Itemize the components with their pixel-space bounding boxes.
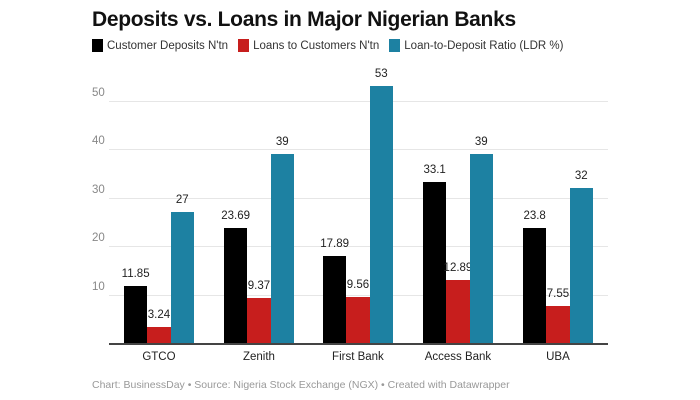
- bar-zenith-series-2: [270, 153, 294, 343]
- legend-swatch-loans: [238, 39, 250, 52]
- bar-value-label: 12.89: [443, 262, 473, 275]
- legend-label-loans: Loans to Customers N'tn: [253, 39, 380, 52]
- bar-zenith-series-1: [247, 297, 271, 343]
- bar-uba-series-2: [569, 187, 593, 343]
- legend-swatch-deposits: [92, 39, 103, 52]
- x-axis-baseline: [109, 343, 608, 345]
- bar-value-label: 39: [275, 135, 289, 148]
- bar-value-label: 9.56: [346, 278, 370, 291]
- chart-legend: Customer Deposits N'tn Loans to Customer…: [92, 39, 573, 52]
- x-category-label: GTCO: [142, 351, 176, 363]
- bar-value-label: 32: [574, 169, 588, 182]
- bar-first-bank-series-2: [369, 85, 393, 343]
- bar-access-bank-series-2: [469, 153, 493, 343]
- x-category-label: First Bank: [332, 351, 384, 363]
- legend-item-deposits: Customer Deposits N'tn: [92, 39, 228, 52]
- bar-value-label: 53: [374, 67, 388, 80]
- legend-swatch-ldr: [389, 39, 401, 52]
- gridline: [109, 246, 608, 247]
- bar-value-label: 27: [175, 194, 189, 207]
- chart-footer: Chart: BusinessDay • Source: Nigeria Sto…: [92, 379, 510, 391]
- gridline: [109, 198, 608, 199]
- bar-first-bank-series-1: [346, 296, 370, 343]
- bar-value-label: 39: [474, 135, 488, 148]
- bar-value-label: 17.89: [320, 238, 350, 251]
- bar-value-label: 23.8: [523, 209, 546, 222]
- y-tick-label: 20: [92, 232, 105, 244]
- bar-zenith-series-0: [224, 228, 248, 343]
- bar-value-label: 23.69: [221, 210, 251, 223]
- x-category-label: Zenith: [242, 351, 275, 363]
- bar-value-label: 9.37: [247, 279, 271, 292]
- bar-value-label: 3.24: [147, 309, 171, 322]
- y-tick-label: 10: [92, 281, 105, 293]
- bar-access-bank-series-0: [423, 182, 447, 343]
- bar-gtco-series-0: [124, 285, 148, 343]
- gridline: [109, 101, 608, 102]
- legend-item-ldr: Loan-to-Deposit Ratio (LDR %): [389, 39, 563, 52]
- gridline: [109, 149, 608, 150]
- chart-title: Deposits vs. Loans in Major Nigerian Ban…: [92, 8, 516, 31]
- bar-value-label: 33.1: [423, 164, 446, 177]
- bar-first-bank-series-0: [323, 256, 347, 343]
- bar-value-label: 11.85: [121, 267, 150, 280]
- y-tick-label: 30: [92, 184, 105, 196]
- bar-uba-series-0: [523, 227, 547, 343]
- bar-gtco-series-2: [170, 212, 194, 343]
- y-tick-label: 50: [92, 87, 105, 99]
- legend-label-deposits: Customer Deposits N'tn: [107, 39, 229, 52]
- bar-access-bank-series-1: [446, 280, 470, 343]
- x-category-label: UBA: [546, 351, 570, 363]
- x-category-label: Access Bank: [424, 351, 492, 363]
- legend-item-loans: Loans to Customers N'tn: [238, 39, 379, 52]
- y-tick-label: 40: [92, 135, 105, 147]
- bar-value-label: 7.55: [546, 288, 570, 301]
- bar-uba-series-1: [546, 306, 570, 343]
- legend-label-ldr: Loan-to-Deposit Ratio (LDR %): [404, 39, 564, 52]
- bar-gtco-series-1: [147, 327, 171, 343]
- gridline: [109, 295, 608, 296]
